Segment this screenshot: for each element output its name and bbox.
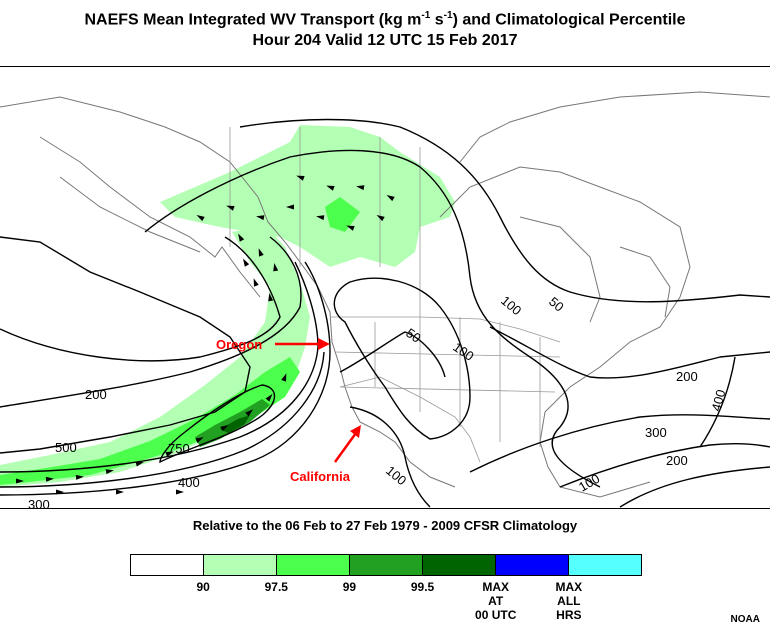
red-annotations: Oregon California [216, 337, 361, 484]
vector-arrow [356, 185, 365, 191]
title-prefix: NAEFS Mean Integrated WV Transport (kg m [84, 11, 422, 29]
vector-arrow [386, 195, 395, 202]
vector-arrow [196, 215, 205, 222]
vector-arrow [273, 263, 279, 272]
vector-arrow [268, 293, 274, 302]
vector-arrow [195, 437, 204, 443]
vector-arrow [243, 258, 250, 267]
colorbar-swatch [204, 555, 277, 575]
vector-arrow [256, 215, 265, 221]
colorbar-label: 97.5 [264, 580, 288, 594]
vector-arrow [75, 474, 84, 480]
contour-label: 400 [708, 388, 728, 413]
colorbar-swatch [423, 555, 496, 575]
transport-vectors [16, 175, 395, 495]
contour-label: 200 [85, 387, 107, 402]
contour-label: 100 [576, 471, 602, 495]
ivt-map: 50 100 50 100 200 500 750 400 300 200 40… [0, 66, 770, 512]
colorbar-swatch [131, 555, 204, 575]
california-label: California [290, 469, 351, 484]
contour-label: 400 [178, 475, 200, 490]
vector-arrow [326, 185, 335, 191]
vector-arrow [265, 393, 273, 402]
vector-arrow [253, 278, 259, 287]
ivt-contours [0, 118, 770, 508]
vector-arrow [238, 233, 245, 242]
oregon-label: Oregon [216, 337, 262, 352]
vector-arrow [116, 489, 124, 495]
vector-arrow [16, 478, 24, 484]
contour-label: 100 [498, 293, 524, 318]
noaa-credit: NOAA [730, 614, 760, 625]
vector-arrow [281, 373, 287, 382]
vector-arrow [165, 451, 174, 457]
vector-arrow [220, 425, 229, 432]
contour-label: 50 [546, 294, 567, 315]
colorbar-swatch [569, 555, 641, 575]
vector-arrow [346, 225, 355, 231]
vector-arrow [226, 205, 235, 211]
contour-label: 500 [55, 440, 77, 455]
map-title-line2: Hour 204 Valid 12 UTC 15 Feb 2017 [252, 32, 518, 49]
vector-arrow [45, 476, 54, 482]
contour-label: 100 [450, 339, 476, 364]
contour-label: 300 [645, 425, 667, 440]
vector-arrow [135, 461, 144, 467]
contour-label: 200 [676, 369, 698, 384]
vector-arrow [105, 469, 114, 475]
vector-arrow [316, 215, 325, 221]
percentile-shading [0, 125, 455, 487]
contour-label: 200 [666, 453, 688, 468]
contour-label: 750 [168, 441, 190, 456]
map-canvas: 50 100 50 100 200 500 750 400 300 200 40… [0, 91, 770, 512]
title-superscript-1: -1 [421, 10, 431, 21]
vector-arrow [376, 215, 385, 222]
colorbar-label: 90 [196, 580, 210, 594]
oregon-arrowhead [318, 338, 330, 350]
coastlines [0, 91, 770, 498]
vector-arrow [176, 489, 184, 495]
vector-arrow [296, 175, 305, 181]
vector-arrow [245, 409, 254, 417]
contour-label: 100 [383, 463, 409, 488]
vector-arrow [258, 248, 264, 257]
shade-99-arctic [325, 197, 360, 232]
vector-arrow [56, 489, 64, 495]
california-arrowhead [350, 425, 361, 438]
vector-arrow [286, 204, 294, 210]
colorbar-swatch [350, 555, 423, 575]
contour-label: 50 [403, 325, 423, 346]
colorbar-label: MAX AT 00 UTC [475, 580, 517, 622]
map-title-line1: NAEFS Mean Integrated WV Transport (kg m… [0, 10, 770, 29]
title-mid: s [430, 11, 444, 29]
colorbar-swatch [496, 555, 569, 575]
shade-max [220, 415, 250, 433]
shade-97-canada [160, 125, 455, 267]
contour-label: 300 [28, 497, 50, 510]
climatology-subtitle: Relative to the 06 Feb to 27 Feb 1979 - … [192, 518, 578, 533]
title-suffix: ) and Climatological Percentile [452, 11, 686, 29]
colorbar-label: MAX ALL HRS [555, 580, 583, 622]
title-superscript-2: -1 [443, 10, 453, 21]
colorbar-label: 99 [342, 580, 357, 594]
colorbar-label: 99.5 [410, 580, 435, 594]
colorbar-swatch [277, 555, 350, 575]
percentile-colorbar [130, 554, 642, 576]
political-boundaries [229, 127, 561, 463]
california-arrow [333, 432, 358, 463]
